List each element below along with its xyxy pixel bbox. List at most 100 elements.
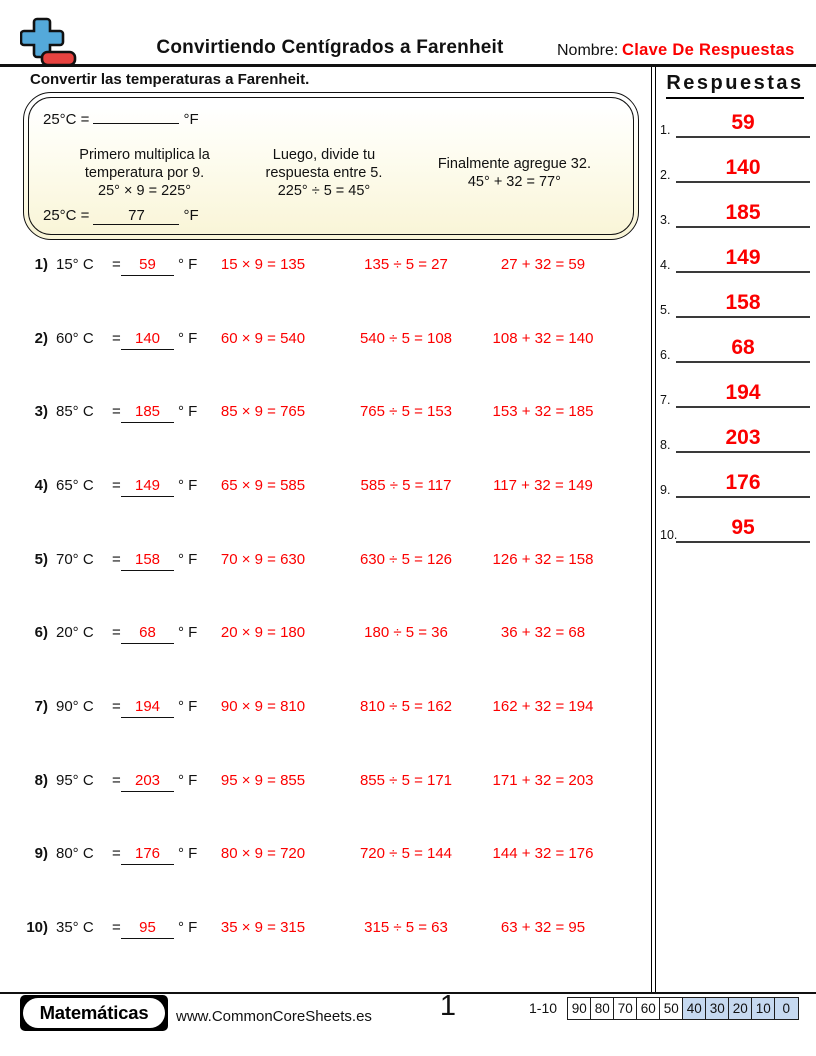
problem-row: 4) 65° C = 149 ° F 65 × 9 = 585 585 ÷ 5 = 117 1… [0, 475, 650, 499]
fahrenheit-unit: ° F [178, 476, 198, 494]
fahrenheit-unit: ° F [178, 550, 198, 568]
equals-sign: = [112, 329, 121, 347]
example-step-line: respuesta entre 5. [265, 164, 383, 181]
example-step-line: Luego, divide tu [272, 146, 376, 163]
fahrenheit-unit: ° F [178, 845, 198, 863]
fahrenheit-answer-blank: 68 [121, 622, 174, 645]
celsius-value: 20° C [56, 624, 94, 642]
fahrenheit-answer-blank: 194 [121, 696, 174, 718]
work-divide-step: 855 ÷ 5 = 171 [359, 771, 453, 789]
answer-value: 59 [676, 111, 810, 138]
work-divide-step: 180 ÷ 5 = 36 [364, 624, 448, 642]
answer-value: 68 [676, 336, 810, 363]
example-bottom-prefix: 25°C = [43, 207, 90, 224]
example-answer-blank: 77 [93, 207, 180, 225]
celsius-value: 80° C [56, 845, 94, 863]
website-url: www.CommonCoreSheets.es [176, 1008, 372, 1025]
answer-number: 8. [660, 438, 671, 452]
answer-item: 7. 194 [652, 376, 814, 408]
sidebar-divider [651, 67, 656, 993]
answer-number: 2. [660, 168, 671, 182]
celsius-value: 90° C [56, 697, 94, 715]
problem-row: 6) 20° C = 68 ° F 20 × 9 = 180 180 ÷ 5 = 36 36 … [0, 622, 650, 646]
fahrenheit-answer-blank: 158 [121, 549, 174, 571]
answer-number: 9. [660, 483, 671, 497]
problem-number: 1) [34, 256, 48, 273]
answer-item: 3. 185 [652, 196, 814, 228]
score-cell: 70 [613, 997, 638, 1020]
score-table: 90 80 70 60 50 40 30 20 10 0 [567, 997, 799, 1020]
work-divide-step: 765 ÷ 5 = 153 [359, 403, 453, 421]
fahrenheit-unit: ° F [178, 403, 198, 421]
celsius-value: 70° C [56, 550, 94, 568]
brand-badge: Matemáticas [20, 995, 168, 1031]
equals-sign: = [112, 771, 121, 789]
work-add-step: 63 + 32 = 95 [500, 918, 586, 936]
name-label: Nombre: [557, 42, 619, 59]
answer-number: 3. [660, 213, 671, 227]
example-top-suffix: °F [183, 111, 199, 128]
page-number: 1 [439, 990, 457, 1022]
problem-number: 5) [34, 550, 48, 568]
problem-number: 9) [34, 845, 48, 863]
equals-sign: = [112, 403, 121, 421]
problem-row: 10) 35° C = 95 ° F 35 × 9 = 315 315 ÷ 5 = 63 63… [0, 917, 650, 941]
footer-divider [0, 992, 816, 994]
example-step-line: Finalmente agregue 32. [437, 155, 591, 172]
answer-item: 8. 203 [652, 421, 814, 453]
score-cell: 50 [659, 997, 684, 1020]
equals-sign: = [112, 697, 121, 715]
score-cell: 90 [567, 997, 592, 1020]
equals-sign: = [112, 624, 121, 642]
problem-number: 2) [34, 329, 48, 347]
answer-number: 6. [660, 348, 671, 362]
score-cell: 30 [705, 997, 730, 1020]
score-cell: 0 [774, 997, 799, 1020]
celsius-value: 35° C [56, 918, 94, 936]
fahrenheit-unit: ° F [178, 329, 198, 347]
answer-value: 158 [676, 291, 810, 318]
work-multiply-step: 60 × 9 = 540 [220, 329, 306, 347]
work-multiply-step: 85 × 9 = 765 [220, 403, 306, 421]
score-cell: 10 [751, 997, 776, 1020]
celsius-value: 65° C [56, 476, 94, 494]
work-add-step: 36 + 32 = 68 [500, 624, 586, 642]
work-multiply-step: 70 × 9 = 630 [220, 550, 306, 568]
work-add-step: 27 + 32 = 59 [500, 256, 586, 273]
example-top-prefix: 25°C = [43, 111, 90, 128]
problem-number: 6) [34, 624, 48, 642]
work-multiply-step: 15 × 9 = 135 [220, 256, 306, 273]
work-divide-step: 135 ÷ 5 = 27 [364, 256, 448, 273]
score-cell: 60 [636, 997, 661, 1020]
equals-sign: = [112, 845, 121, 863]
work-add-step: 126 + 32 = 158 [492, 550, 594, 568]
fahrenheit-answer-blank: 95 [121, 917, 174, 939]
problem-number: 8) [34, 771, 48, 789]
answers-title-text: Respuestas [666, 72, 804, 99]
problem-row: 1) 15° C = 59 ° F 15 × 9 = 135 135 ÷ 5 = 27 27 … [0, 254, 650, 278]
example-step-line: Primero multiplica la [79, 146, 210, 163]
problem-row: 3) 85° C = 185 ° F 85 × 9 = 765 765 ÷ 5 = 153 1… [0, 401, 650, 425]
example-step-line: temperatura por 9. [84, 164, 205, 181]
work-add-step: 153 + 32 = 185 [492, 403, 594, 421]
fahrenheit-unit: ° F [178, 624, 198, 642]
example-box-inner: 25°C = °F Primero multiplica la temperatu… [28, 97, 634, 235]
fahrenheit-answer-blank: 140 [121, 328, 174, 350]
work-multiply-step: 95 × 9 = 855 [220, 771, 306, 789]
work-multiply-step: 35 × 9 = 315 [220, 918, 306, 936]
work-add-step: 162 + 32 = 194 [492, 697, 594, 715]
worksheet-instruction: Convertir las temperaturas a Farenheit. [30, 71, 310, 88]
fahrenheit-unit: ° F [178, 697, 198, 715]
work-add-step: 108 + 32 = 140 [492, 329, 594, 347]
answer-number: 1. [660, 123, 671, 137]
fahrenheit-answer-blank: 185 [121, 401, 174, 424]
answer-value: 149 [676, 246, 810, 273]
answer-value: 176 [676, 471, 810, 498]
fahrenheit-answer-blank: 59 [121, 254, 174, 276]
celsius-value: 95° C [56, 771, 94, 789]
answer-number: 7. [660, 393, 671, 407]
work-divide-step: 630 ÷ 5 = 126 [359, 550, 453, 568]
example-bottom-line: 25°C = 77 °F [43, 207, 617, 225]
celsius-value: 15° C [56, 256, 94, 273]
